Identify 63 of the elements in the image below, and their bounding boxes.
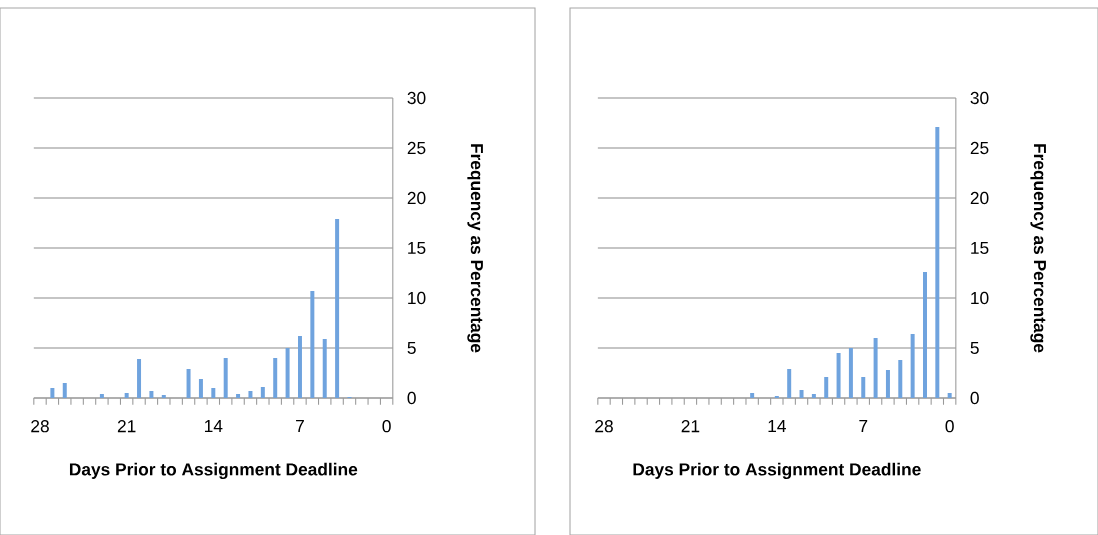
y-tick-label: 20	[970, 191, 989, 205]
bar	[124, 393, 129, 398]
bar	[285, 348, 290, 398]
bar	[310, 291, 315, 398]
y-tick-label: 15	[408, 241, 426, 255]
x-tick-label: 21	[681, 420, 700, 433]
y-axis-title: Frequency as Percentage	[1030, 144, 1046, 353]
x-tick-label: 0	[382, 420, 391, 433]
y-tick-label: 20	[407, 191, 426, 205]
y-tick-label: 30	[407, 91, 426, 105]
bar	[935, 127, 940, 398]
bar	[248, 391, 253, 398]
x-tick-label: 14	[768, 420, 786, 432]
y-tick-label: 0	[970, 391, 979, 405]
bar	[922, 272, 927, 398]
bar	[335, 219, 340, 398]
bar	[947, 393, 952, 398]
x-tick-label: 28	[31, 420, 49, 433]
bar	[198, 379, 203, 398]
bar	[898, 360, 903, 398]
x-tick-label: 21	[117, 420, 136, 433]
bar	[787, 369, 792, 398]
bar	[161, 395, 166, 398]
y-tick-label: 0	[407, 391, 416, 405]
x-tick-label: 7	[296, 420, 304, 432]
bar	[236, 394, 241, 398]
bar	[910, 334, 915, 398]
y-tick-label: 25	[407, 141, 426, 155]
x-axis-title: Days Prior to Assignment Deadline	[69, 462, 358, 480]
x-tick-label: 28	[595, 420, 613, 433]
y-tick-label: 5	[407, 341, 416, 355]
y-tick-label: 15	[971, 241, 989, 255]
bar	[211, 388, 216, 398]
y-axis-title: Frequency as Percentage	[467, 144, 483, 353]
bar	[137, 359, 142, 398]
bar	[848, 348, 853, 398]
x-tick-label: 14	[204, 420, 223, 432]
bar	[885, 370, 890, 398]
bar	[750, 393, 755, 398]
bar	[873, 338, 878, 398]
x-tick-label: 7	[859, 420, 868, 432]
bar	[824, 377, 829, 398]
bar	[322, 339, 327, 398]
bar	[861, 377, 866, 398]
bar	[799, 390, 804, 398]
bar	[836, 353, 841, 398]
bar	[260, 387, 265, 398]
y-tick-label: 10	[971, 291, 989, 305]
bar	[811, 394, 816, 398]
x-axis-title: Days Prior to Assignment Deadline	[633, 462, 921, 480]
y-tick-label: 5	[970, 341, 979, 355]
bar	[99, 394, 104, 398]
x-tick-label: 0	[945, 420, 954, 433]
y-tick-label: 30	[970, 91, 989, 105]
bar	[186, 369, 191, 398]
y-tick-label: 25	[970, 141, 989, 155]
bar	[50, 388, 55, 398]
y-tick-label: 10	[408, 291, 426, 305]
bar	[62, 383, 67, 398]
bar	[149, 391, 154, 398]
bar	[223, 358, 228, 398]
bar	[273, 358, 278, 398]
bar	[297, 336, 302, 398]
